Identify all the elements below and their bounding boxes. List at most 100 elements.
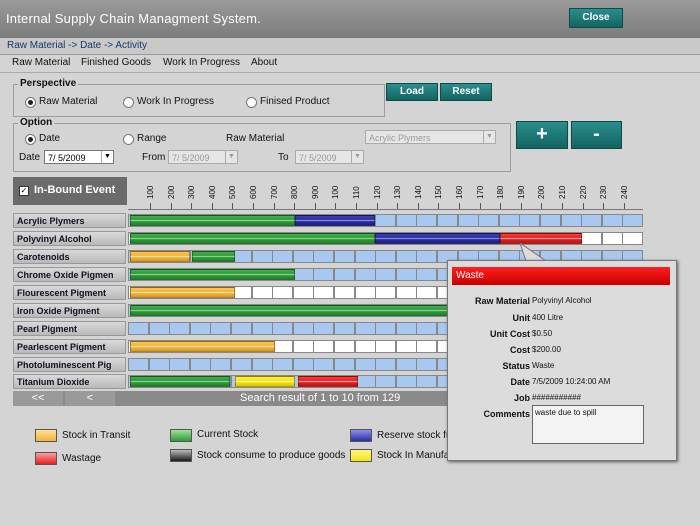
event-bar-transit[interactable] (130, 287, 235, 298)
radio-work-in-progress[interactable] (123, 97, 134, 108)
timeline-cell[interactable] (231, 358, 252, 371)
timeline-cell[interactable] (375, 375, 397, 388)
event-bar-reserve[interactable] (295, 215, 375, 226)
timeline-cell[interactable] (519, 214, 541, 227)
timeline-cell[interactable] (601, 232, 623, 245)
breadcrumb-text[interactable]: Raw Material -> Date -> Activity (7, 40, 148, 51)
timeline-cell[interactable] (457, 214, 479, 227)
timeline-cell[interactable] (416, 214, 438, 227)
timeline-cell[interactable] (313, 358, 335, 371)
row-label[interactable]: Titanium Dioxide (13, 374, 126, 389)
timeline-cell[interactable] (416, 250, 438, 263)
timeline-cell[interactable] (395, 322, 417, 335)
timeline-cell[interactable] (148, 358, 170, 371)
event-bar-transit[interactable] (130, 251, 190, 262)
timeline-cell[interactable] (313, 268, 335, 281)
timeline-cell[interactable] (334, 340, 355, 353)
timeline-cell[interactable] (354, 340, 376, 353)
radio-date[interactable] (25, 134, 36, 145)
timeline-cell[interactable] (354, 358, 376, 371)
timeline-cell[interactable] (416, 340, 438, 353)
timeline-cell[interactable] (334, 358, 355, 371)
timeline-cell[interactable] (375, 322, 397, 335)
close-button[interactable]: Close (569, 8, 623, 28)
timeline-cell[interactable] (334, 268, 355, 281)
timeline-cell[interactable] (375, 268, 397, 281)
timeline-cell[interactable] (395, 286, 417, 299)
timeline-cell[interactable] (395, 214, 417, 227)
timeline-cell[interactable] (272, 286, 294, 299)
timeline-cell[interactable] (416, 375, 438, 388)
timeline-cell[interactable] (395, 340, 417, 353)
timeline-cell[interactable] (313, 322, 335, 335)
timeline-cell[interactable] (189, 358, 211, 371)
timeline-cell[interactable] (395, 358, 417, 371)
timeline-cell[interactable] (272, 322, 294, 335)
event-bar-current[interactable] (130, 215, 295, 226)
timeline-cell[interactable] (292, 268, 314, 281)
menu-item-finished-goods[interactable]: Finished Goods (81, 57, 152, 68)
row-label[interactable]: Flourescent Pigment (13, 285, 126, 300)
from-date-picker[interactable]: 7/ 5/2009 ▼ (168, 150, 238, 164)
timeline-cell[interactable] (601, 214, 623, 227)
menu-item-about[interactable]: About (251, 57, 278, 68)
timeline-cell[interactable] (354, 322, 376, 335)
first-page-button[interactable]: << (13, 391, 63, 406)
event-bar-current[interactable] (130, 376, 230, 387)
timeline-cell[interactable] (251, 250, 273, 263)
timeline-cell[interactable] (437, 214, 458, 227)
event-bar-current[interactable] (130, 305, 460, 316)
timeline-cell[interactable] (334, 250, 355, 263)
prev-page-button[interactable]: < (65, 391, 115, 406)
timeline-cell[interactable] (416, 358, 438, 371)
timeline-cell[interactable] (210, 322, 232, 335)
row-label[interactable]: Pearl Pigment (13, 321, 126, 336)
timeline-cell[interactable] (354, 268, 376, 281)
raw-material-select[interactable]: Acrylic Plymers ▼ (365, 130, 496, 144)
reset-button[interactable]: Reset (440, 83, 492, 101)
timeline-cell[interactable] (560, 214, 582, 227)
timeline-cell[interactable] (375, 250, 397, 263)
date-picker[interactable]: 7/ 5/2009 ▼ (44, 150, 114, 164)
timeline-cell[interactable] (354, 286, 376, 299)
event-bar-current[interactable] (130, 269, 295, 280)
zoom-out-button[interactable]: - (571, 121, 622, 149)
event-bar-reserve[interactable] (375, 233, 500, 244)
timeline-cell[interactable] (272, 250, 294, 263)
event-bar-wastage[interactable] (298, 376, 358, 387)
timeline-cell[interactable] (334, 286, 355, 299)
timeline-cell[interactable] (313, 340, 335, 353)
timeline-cell[interactable] (231, 322, 252, 335)
row-label[interactable]: Iron Oxide Pigment (13, 303, 126, 318)
timeline-cell[interactable] (478, 214, 500, 227)
timeline-cell[interactable] (148, 322, 170, 335)
timeline-cell[interactable] (498, 214, 520, 227)
timeline-cell[interactable] (169, 322, 191, 335)
event-bar-current[interactable] (192, 251, 235, 262)
timeline-cell[interactable] (128, 322, 149, 335)
timeline-cell[interactable] (292, 286, 314, 299)
timeline-cell[interactable] (292, 250, 314, 263)
timeline-cell[interactable] (354, 250, 376, 263)
timeline-cell[interactable] (272, 340, 294, 353)
timeline-cell[interactable] (251, 322, 273, 335)
timeline-cell[interactable] (375, 214, 397, 227)
timeline-cell[interactable] (581, 214, 603, 227)
timeline-cell[interactable] (375, 340, 397, 353)
radio-raw-material[interactable] (25, 97, 36, 108)
timeline-cell[interactable] (128, 358, 149, 371)
row-label[interactable]: Acrylic Plymers (13, 213, 126, 228)
timeline-cell[interactable] (313, 250, 335, 263)
timeline-cell[interactable] (540, 214, 561, 227)
timeline-cell[interactable] (313, 286, 335, 299)
radio-finished-product[interactable] (246, 97, 257, 108)
timeline-cell[interactable] (169, 358, 191, 371)
menu-item-work-in-progress[interactable]: Work In Progress (163, 57, 241, 68)
timeline-cell[interactable] (416, 268, 438, 281)
row-label[interactable]: Photoluminescent Pig (13, 357, 126, 372)
timeline-cell[interactable] (292, 322, 314, 335)
timeline-cell[interactable] (292, 358, 314, 371)
to-date-picker[interactable]: 7/ 5/2009 ▼ (295, 150, 364, 164)
timeline-cell[interactable] (210, 358, 232, 371)
timeline-cell[interactable] (292, 340, 314, 353)
